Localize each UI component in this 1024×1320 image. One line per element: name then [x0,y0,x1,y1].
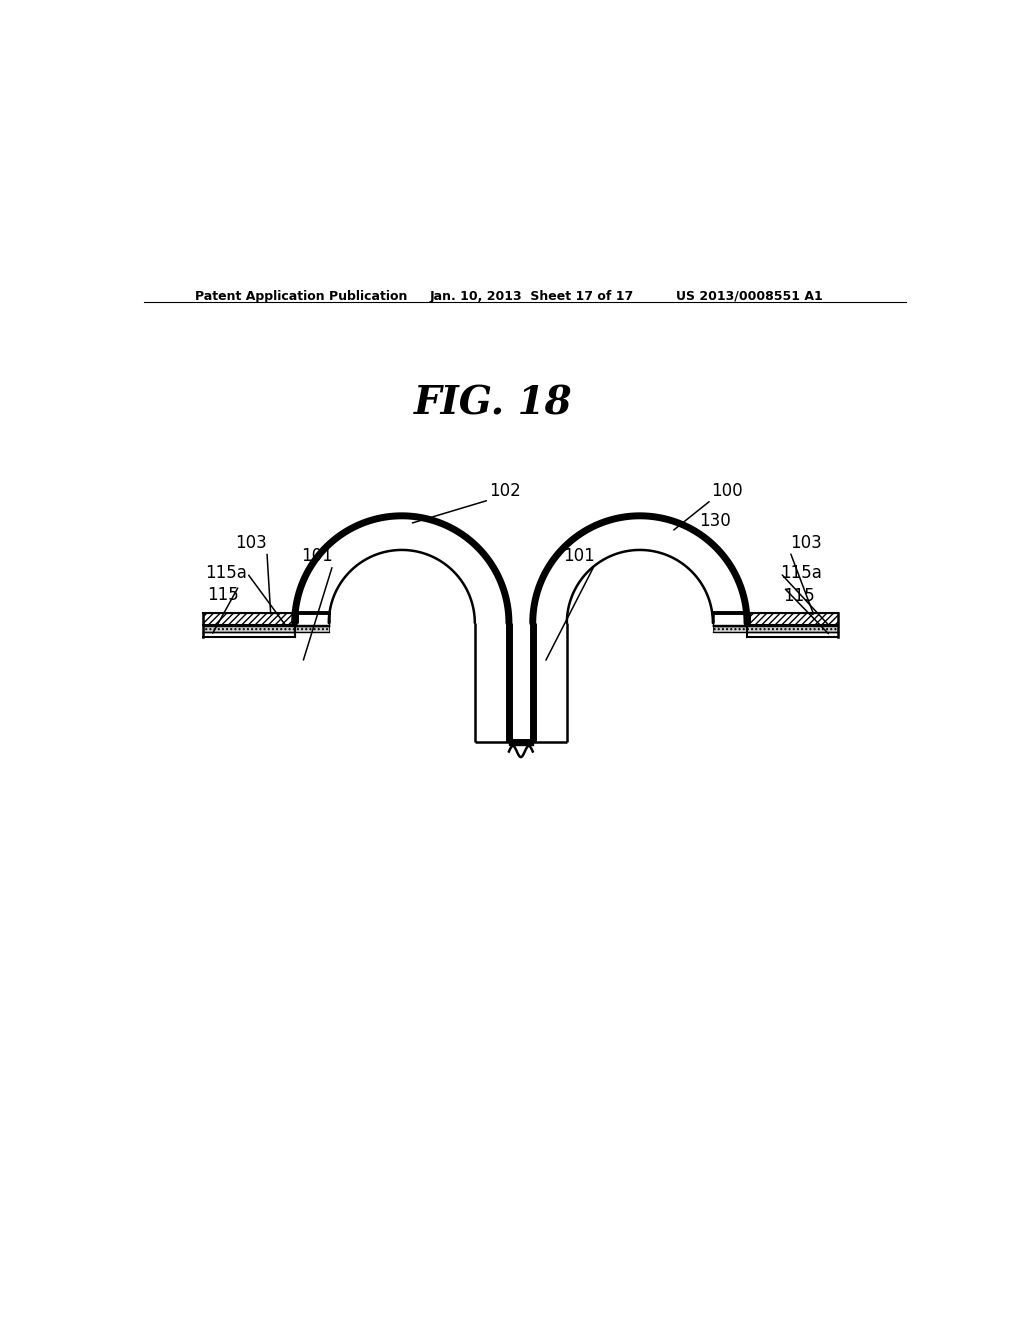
Text: 101: 101 [301,546,333,565]
Text: 115: 115 [783,587,815,606]
Text: Jan. 10, 2013  Sheet 17 of 17: Jan. 10, 2013 Sheet 17 of 17 [430,289,634,302]
Text: US 2013/0008551 A1: US 2013/0008551 A1 [676,289,822,302]
Text: 103: 103 [790,533,821,552]
Text: 130: 130 [699,512,731,531]
Text: 100: 100 [712,482,743,500]
Text: Patent Application Publication: Patent Application Publication [196,289,408,302]
Text: 102: 102 [489,482,521,500]
Text: FIG. 18: FIG. 18 [414,385,572,422]
Text: 115a: 115a [780,564,822,582]
Text: 101: 101 [563,546,595,565]
Text: 115: 115 [207,586,240,603]
Text: 115a: 115a [205,564,247,582]
Text: 103: 103 [236,533,267,552]
